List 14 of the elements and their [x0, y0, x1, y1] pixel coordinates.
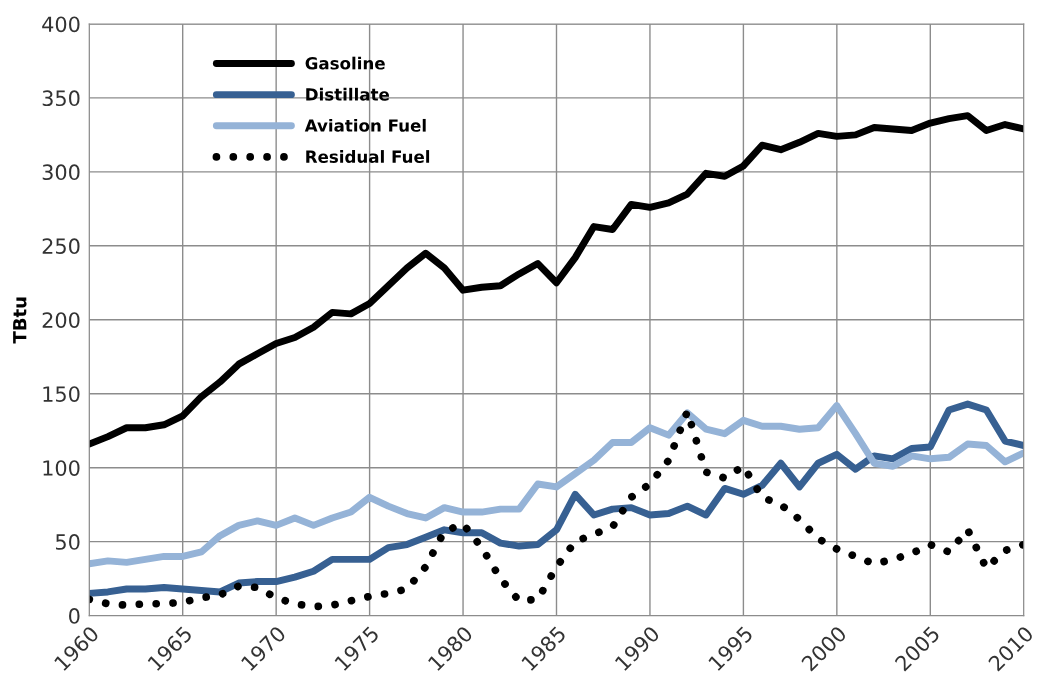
y-tick-label: 100 [43, 460, 80, 476]
y-tick-label: 350 [42, 90, 80, 107]
y-tick-label: 150 [43, 386, 80, 402]
y-tick-label: 200 [42, 312, 80, 328]
legend-label: Gasoline [305, 56, 385, 70]
y-tick-label: 300 [42, 164, 80, 181]
y-tick-label: 250 [42, 238, 80, 255]
y-tick-label: 400 [42, 16, 80, 33]
legend-label: Aviation Fuel [304, 118, 426, 132]
y-tick-label: 0 [69, 608, 80, 624]
legend-label: Residual Fuel [306, 150, 430, 163]
y-tick-label: 50 [56, 534, 80, 550]
legend-label: Distillate [306, 87, 390, 101]
y-axis-title: TBtu [13, 297, 27, 344]
